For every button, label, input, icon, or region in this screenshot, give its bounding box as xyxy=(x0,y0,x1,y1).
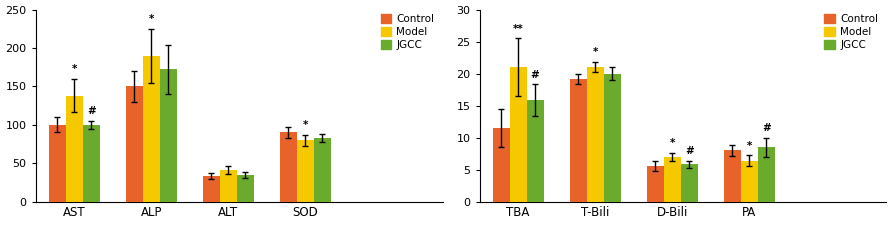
Bar xyxy=(49,125,66,202)
Bar xyxy=(509,67,526,202)
Bar xyxy=(202,176,219,202)
Text: *: * xyxy=(592,47,598,57)
Bar xyxy=(83,125,100,202)
Bar xyxy=(741,161,758,202)
Text: *: * xyxy=(302,120,308,130)
Bar xyxy=(492,128,509,202)
Text: **: ** xyxy=(513,24,524,34)
Bar xyxy=(160,70,177,202)
Legend: Control, Model, JGCC: Control, Model, JGCC xyxy=(822,11,881,53)
Bar xyxy=(664,157,681,202)
Text: #: # xyxy=(87,106,95,116)
Bar xyxy=(126,86,143,202)
Bar xyxy=(314,138,331,202)
Bar xyxy=(647,166,664,202)
Text: *: * xyxy=(149,14,154,24)
Text: #: # xyxy=(685,146,694,156)
Bar xyxy=(570,79,587,202)
Bar xyxy=(724,150,741,202)
Text: *: * xyxy=(747,141,752,151)
Bar xyxy=(681,164,698,202)
Text: #: # xyxy=(531,70,540,80)
Bar xyxy=(587,67,604,202)
Legend: Control, Model, JGCC: Control, Model, JGCC xyxy=(377,11,437,53)
Bar xyxy=(143,56,160,202)
Text: #: # xyxy=(762,123,771,133)
Text: *: * xyxy=(670,138,675,148)
Bar xyxy=(526,100,543,202)
Bar xyxy=(297,140,314,202)
Bar xyxy=(219,170,236,202)
Text: *: * xyxy=(71,64,77,74)
Bar xyxy=(604,74,621,202)
Bar xyxy=(758,147,775,202)
Bar xyxy=(280,133,297,202)
Bar xyxy=(66,96,83,202)
Bar xyxy=(236,175,253,202)
